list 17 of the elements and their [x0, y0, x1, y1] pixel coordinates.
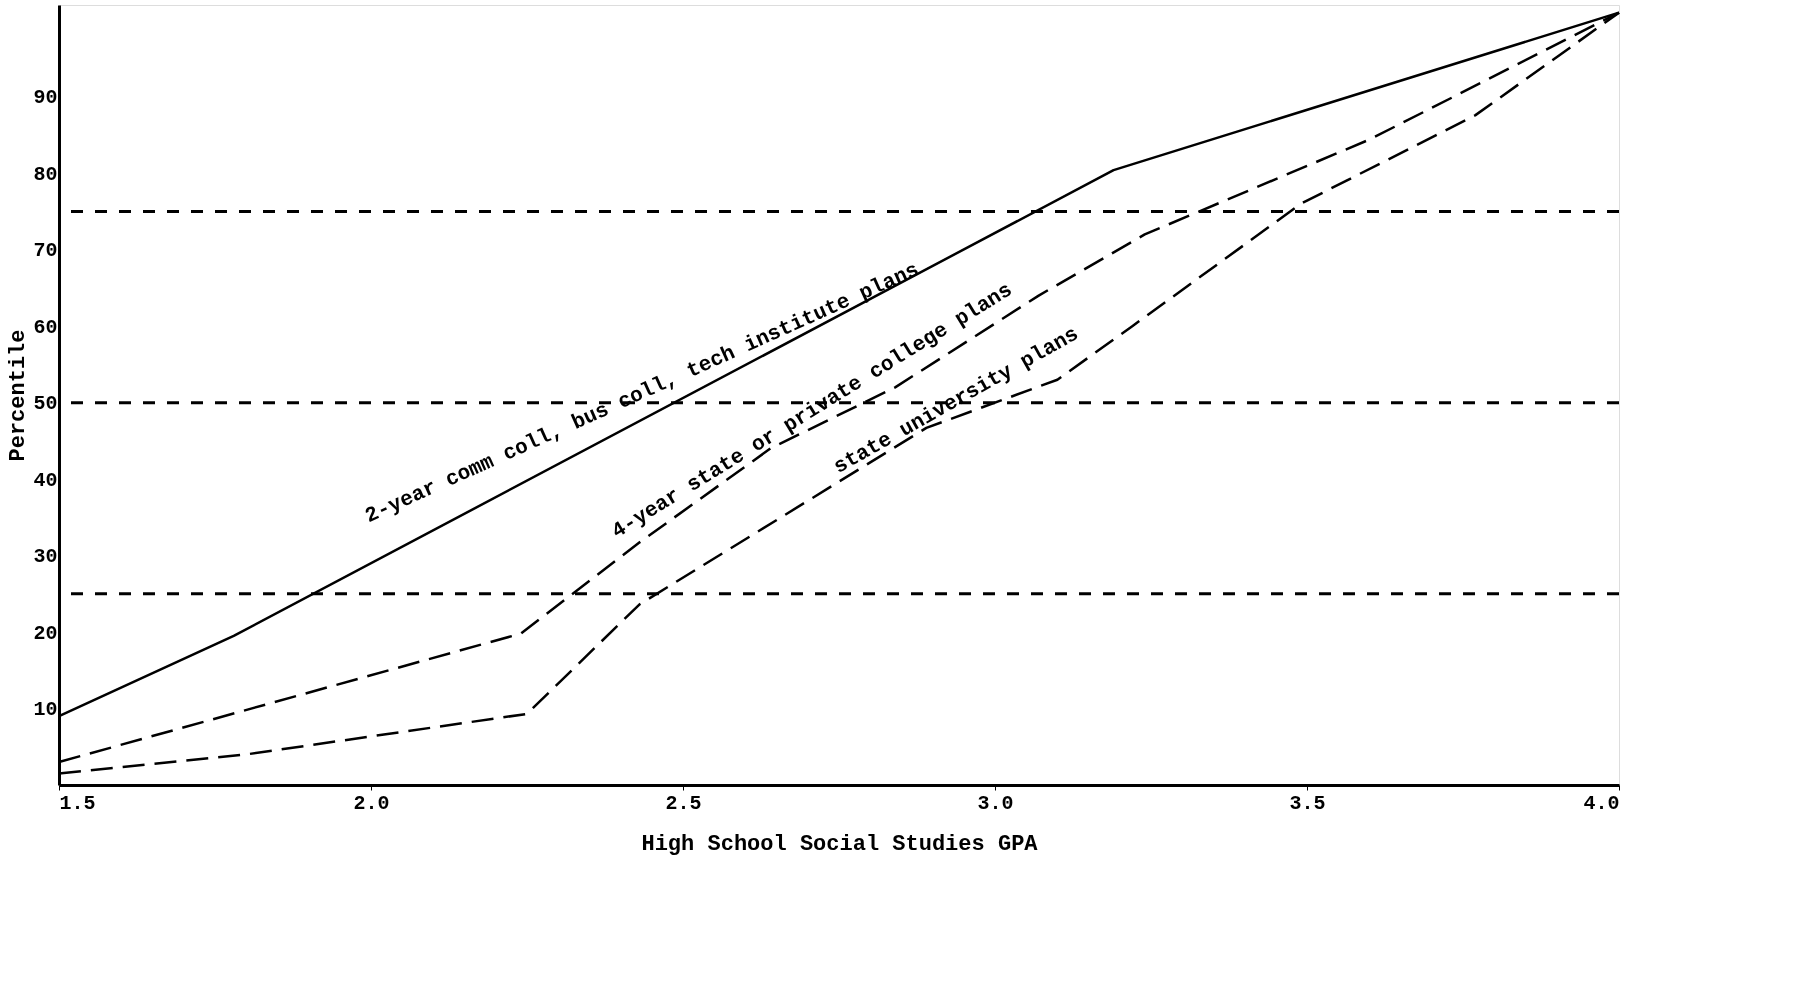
y-tick-label: 60 [33, 315, 58, 339]
y-tick-label: 30 [33, 545, 58, 569]
x-axis-title: High School Social Studies GPA [641, 831, 1039, 857]
x-tick-label: 3.5 [1289, 791, 1326, 815]
x-tick-label: 1.5 [59, 791, 96, 815]
x-tick-label: 4.0 [1583, 791, 1620, 815]
y-axis-title: Percentile [6, 329, 32, 462]
x-tick-label: 3.0 [977, 791, 1014, 815]
x-tick-label: 2.0 [353, 791, 390, 815]
y-tick-label: 50 [33, 392, 58, 416]
y-tick-label: 40 [33, 468, 58, 492]
y-tick-label: 90 [33, 86, 58, 110]
y-tick-label: 80 [33, 162, 58, 186]
y-tick-label: 70 [33, 239, 58, 263]
y-tick-label: 20 [33, 621, 58, 645]
y-tick-label: 10 [33, 698, 58, 722]
x-tick-label: 2.5 [665, 791, 702, 815]
